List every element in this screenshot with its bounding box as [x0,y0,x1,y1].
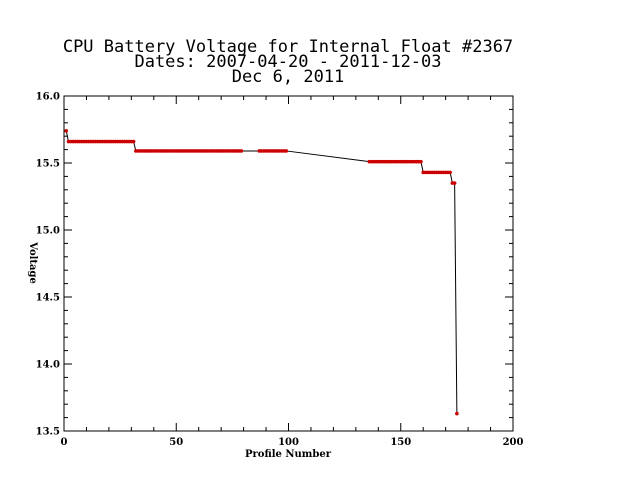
y-tick-label: 14.5 [36,293,60,304]
chart-subtitle-dates: Dates: 2007-04-20 - 2011-12-03 [134,52,441,72]
data-point [452,181,457,185]
data-point [131,139,136,144]
data-point [284,149,289,153]
data-point [448,170,452,175]
voltage-line [65,130,458,414]
chart-title: CPU Battery Voltage for Internal Float #… [63,37,513,57]
y-tick-label: 13.5 [36,427,60,438]
voltage-series-markers [64,129,459,416]
plot-frame [63,95,514,432]
axis-ticks [63,95,514,432]
voltage-series-line [65,130,458,414]
x-tick-label: 100 [278,437,299,448]
y-tick-label: 15.5 [36,159,60,170]
data-point [239,149,244,153]
y-tick-label: 16.0 [36,92,60,103]
chart-title-group: CPU Battery Voltage for Internal Float #… [63,37,513,87]
x-tick-label: 150 [390,437,411,448]
data-point [419,159,423,164]
data-point [64,129,69,133]
y-tick-label: 14.0 [36,360,60,371]
x-tick-label: 0 [61,437,68,448]
y-tick-label: 15.0 [36,226,60,237]
axis-tick-labels: 0 50 100 150 200 13.5 14.0 14.5 15.0 15.5 16.0 [36,92,524,449]
x-tick-label: 200 [503,437,524,448]
y-axis-label: Voltage [27,241,38,284]
x-tick-label: 50 [169,437,183,448]
data-point [455,411,459,416]
x-axis-label: Profile Number [245,449,332,460]
chart-subtitle-run-date: Dec 6, 2011 [232,67,345,87]
